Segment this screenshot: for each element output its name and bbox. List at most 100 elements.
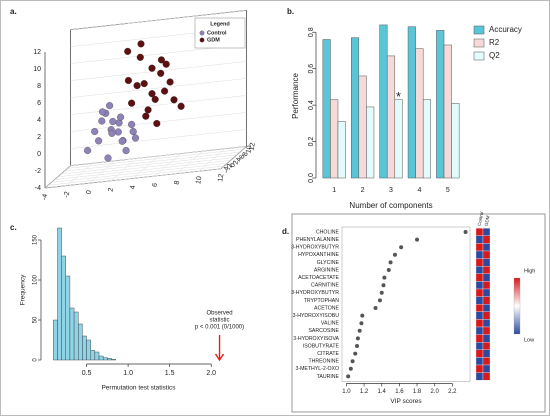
point [91,127,99,136]
panel-label: c. [10,223,17,232]
point [137,40,145,48]
point [117,113,125,121]
annotation: statistic [210,318,230,324]
y-tick-label: 8 [242,152,250,157]
dot [379,290,384,295]
point [177,102,185,110]
bar [358,75,367,179]
x-tick-label: 1.8 [413,389,422,395]
point [129,128,137,136]
point [106,102,114,110]
z-tick-label: 10 [33,66,41,73]
point [122,147,130,155]
z-tick-label: 8 [37,83,41,90]
point [109,117,117,126]
bar [451,103,460,179]
dot [382,275,387,280]
heatmap-cell [475,364,484,373]
heatmap-cell [475,273,484,282]
point [84,146,92,155]
x-axis-label: VIP scores [390,398,422,405]
annotation: p < 0.001 (0/1000) [195,325,244,331]
category-label: 3-HYDROXYBUTYR [291,245,339,251]
x-tick-label: 4 [417,187,421,194]
z-grid-line [70,129,247,149]
bar [407,26,416,179]
bar [65,275,71,361]
y-tick-label: 0.4 [308,100,315,110]
dot [381,283,386,288]
legend-swatch [473,25,485,35]
dot [388,260,393,265]
bar [337,121,346,179]
y-grid-line [64,151,241,172]
heatmap-cell [482,235,491,244]
point [148,64,156,72]
panel-label: a. [10,7,17,16]
z-grid-line [70,78,247,98]
y-grid-line [54,160,231,180]
x-tick-label: 3 [389,187,393,194]
heatmap-cell [482,326,491,335]
bar [366,106,375,179]
y-tick-label: 2 [232,160,240,165]
heatmap-cell [475,334,484,343]
heatmap-cell [482,288,491,297]
point [131,134,140,142]
y-tick-label: 50 [33,316,39,323]
point [142,112,150,120]
y-tick-label: 0 [33,358,39,362]
annotation: * [396,89,401,104]
heatmap-column-label: Control [477,211,484,226]
heatmap-column-label: GDM [484,215,491,226]
x-tick-label: 1.5 [165,370,175,377]
point [148,90,156,98]
point [162,60,170,68]
point [153,119,161,128]
category-label: CITRATE [317,351,339,357]
heatmap-cell [482,304,491,312]
bar [82,335,87,361]
dot [386,268,391,272]
dot [463,230,468,234]
y-tick-label: 4 [236,157,244,162]
heatmap-cell [475,357,484,366]
legend-label: Control [207,30,227,36]
y-tick-label: 12 [248,142,256,151]
category-label: THREONINE [308,359,339,365]
dot [377,298,382,303]
heatmap-cell [482,266,491,274]
category-label: 3-HYDROXYBUTYR [291,290,339,296]
x-tick-label: 1.4 [378,389,387,395]
point [104,154,112,162]
y-grid-line [51,162,228,183]
bar [107,358,112,361]
dot [399,245,404,250]
x-tick-label: 0.5 [82,370,92,377]
heatmap-cell [475,235,484,244]
z-tick-label: -4 [35,185,41,192]
annotation: Observed [207,311,233,317]
point [157,69,165,77]
x-axis-label: Permutation test statistics [101,385,176,392]
heatmap-cell [475,342,484,350]
category-label: ARGININE [314,267,340,273]
y-tick-label: 100 [33,274,39,285]
heatmap-cell [475,288,484,297]
bar [322,39,331,179]
legend-swatch [199,30,205,36]
category-label: 3-METHYL-2-OXO [295,366,339,372]
z-tick-label: 2 [37,134,41,141]
legend-label: Accuracy [489,25,522,34]
point [136,53,144,61]
y-axis-label: Frequency [20,274,27,305]
category-label: CHOLINE [316,229,340,235]
annotation-arrowhead [214,353,225,362]
panel-label: b. [287,7,294,16]
color-scale [513,277,521,335]
z-grid-line [70,95,247,115]
x-tick-label: 2.0 [431,389,440,395]
category-label: VALINE [321,321,340,327]
x-tick-label: 1 [332,187,336,194]
y-tick-label: 0.8 [308,27,315,37]
